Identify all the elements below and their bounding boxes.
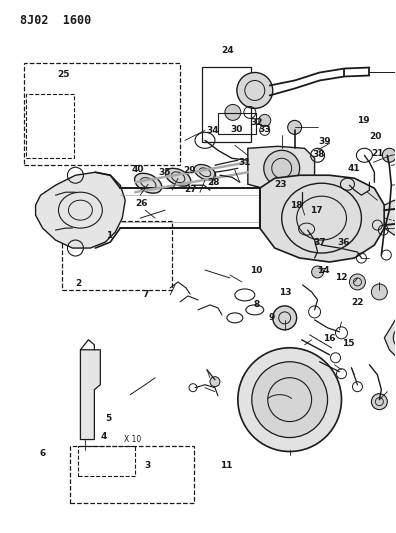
Ellipse shape bbox=[371, 394, 387, 410]
Text: 29: 29 bbox=[183, 166, 196, 175]
Text: 33: 33 bbox=[259, 125, 271, 134]
Text: 8: 8 bbox=[253, 300, 259, 309]
Text: 40: 40 bbox=[132, 165, 144, 174]
Ellipse shape bbox=[259, 115, 271, 126]
Text: 28: 28 bbox=[208, 178, 220, 187]
Text: 22: 22 bbox=[352, 298, 364, 307]
Text: 24: 24 bbox=[221, 46, 234, 55]
Ellipse shape bbox=[194, 165, 216, 180]
Text: 18: 18 bbox=[289, 201, 302, 210]
Text: 13: 13 bbox=[278, 287, 291, 296]
Ellipse shape bbox=[312, 266, 324, 278]
Bar bbox=[62, 221, 172, 290]
Text: 21: 21 bbox=[371, 149, 384, 158]
Polygon shape bbox=[36, 172, 125, 248]
Text: 37: 37 bbox=[313, 238, 326, 247]
Text: 10: 10 bbox=[250, 266, 263, 275]
Ellipse shape bbox=[371, 284, 387, 300]
Text: 12: 12 bbox=[335, 273, 347, 281]
Text: 6: 6 bbox=[39, 449, 45, 458]
Bar bbox=[27, 94, 74, 158]
Text: 9: 9 bbox=[269, 312, 275, 321]
Text: 25: 25 bbox=[57, 70, 70, 78]
Polygon shape bbox=[385, 315, 396, 362]
Ellipse shape bbox=[210, 377, 220, 386]
Text: 23: 23 bbox=[274, 180, 287, 189]
Bar bbox=[218, 114, 256, 134]
Bar bbox=[70, 446, 194, 503]
Ellipse shape bbox=[237, 72, 273, 108]
Bar bbox=[25, 63, 180, 165]
Polygon shape bbox=[80, 350, 100, 440]
Text: 19: 19 bbox=[358, 116, 370, 125]
Ellipse shape bbox=[264, 150, 300, 186]
Text: 14: 14 bbox=[317, 266, 330, 275]
Text: 1: 1 bbox=[106, 231, 112, 240]
Ellipse shape bbox=[252, 362, 327, 438]
Text: 11: 11 bbox=[220, 462, 233, 470]
Text: 26: 26 bbox=[136, 199, 148, 208]
Text: 30: 30 bbox=[230, 125, 243, 134]
Text: 7: 7 bbox=[143, 289, 149, 298]
Text: 20: 20 bbox=[369, 132, 382, 141]
Text: 34: 34 bbox=[206, 126, 219, 135]
Text: 8J02  1600: 8J02 1600 bbox=[21, 14, 92, 27]
Text: 31: 31 bbox=[238, 158, 251, 167]
Text: 38: 38 bbox=[312, 150, 325, 159]
Text: X 10: X 10 bbox=[124, 435, 141, 444]
Text: 32: 32 bbox=[250, 118, 263, 127]
Bar bbox=[202, 67, 251, 142]
Text: 41: 41 bbox=[348, 164, 360, 173]
Polygon shape bbox=[248, 147, 314, 192]
Ellipse shape bbox=[166, 168, 191, 186]
Text: 5: 5 bbox=[105, 414, 111, 423]
Text: 39: 39 bbox=[318, 137, 331, 146]
Polygon shape bbox=[385, 200, 396, 235]
Bar bbox=[78, 446, 135, 477]
Text: 27: 27 bbox=[184, 185, 196, 194]
Text: 3: 3 bbox=[145, 462, 150, 470]
Text: 17: 17 bbox=[310, 206, 323, 215]
Ellipse shape bbox=[225, 104, 241, 120]
Text: 15: 15 bbox=[343, 339, 355, 348]
Text: 4: 4 bbox=[101, 432, 107, 441]
Ellipse shape bbox=[273, 306, 297, 330]
Polygon shape bbox=[260, 175, 385, 262]
Ellipse shape bbox=[349, 274, 366, 290]
Ellipse shape bbox=[135, 173, 162, 193]
Ellipse shape bbox=[287, 120, 302, 134]
Text: 16: 16 bbox=[323, 334, 335, 343]
Text: 2: 2 bbox=[76, 279, 82, 288]
Ellipse shape bbox=[383, 148, 396, 162]
Text: 35: 35 bbox=[158, 168, 171, 177]
Ellipse shape bbox=[238, 348, 341, 451]
Text: 36: 36 bbox=[337, 238, 349, 247]
